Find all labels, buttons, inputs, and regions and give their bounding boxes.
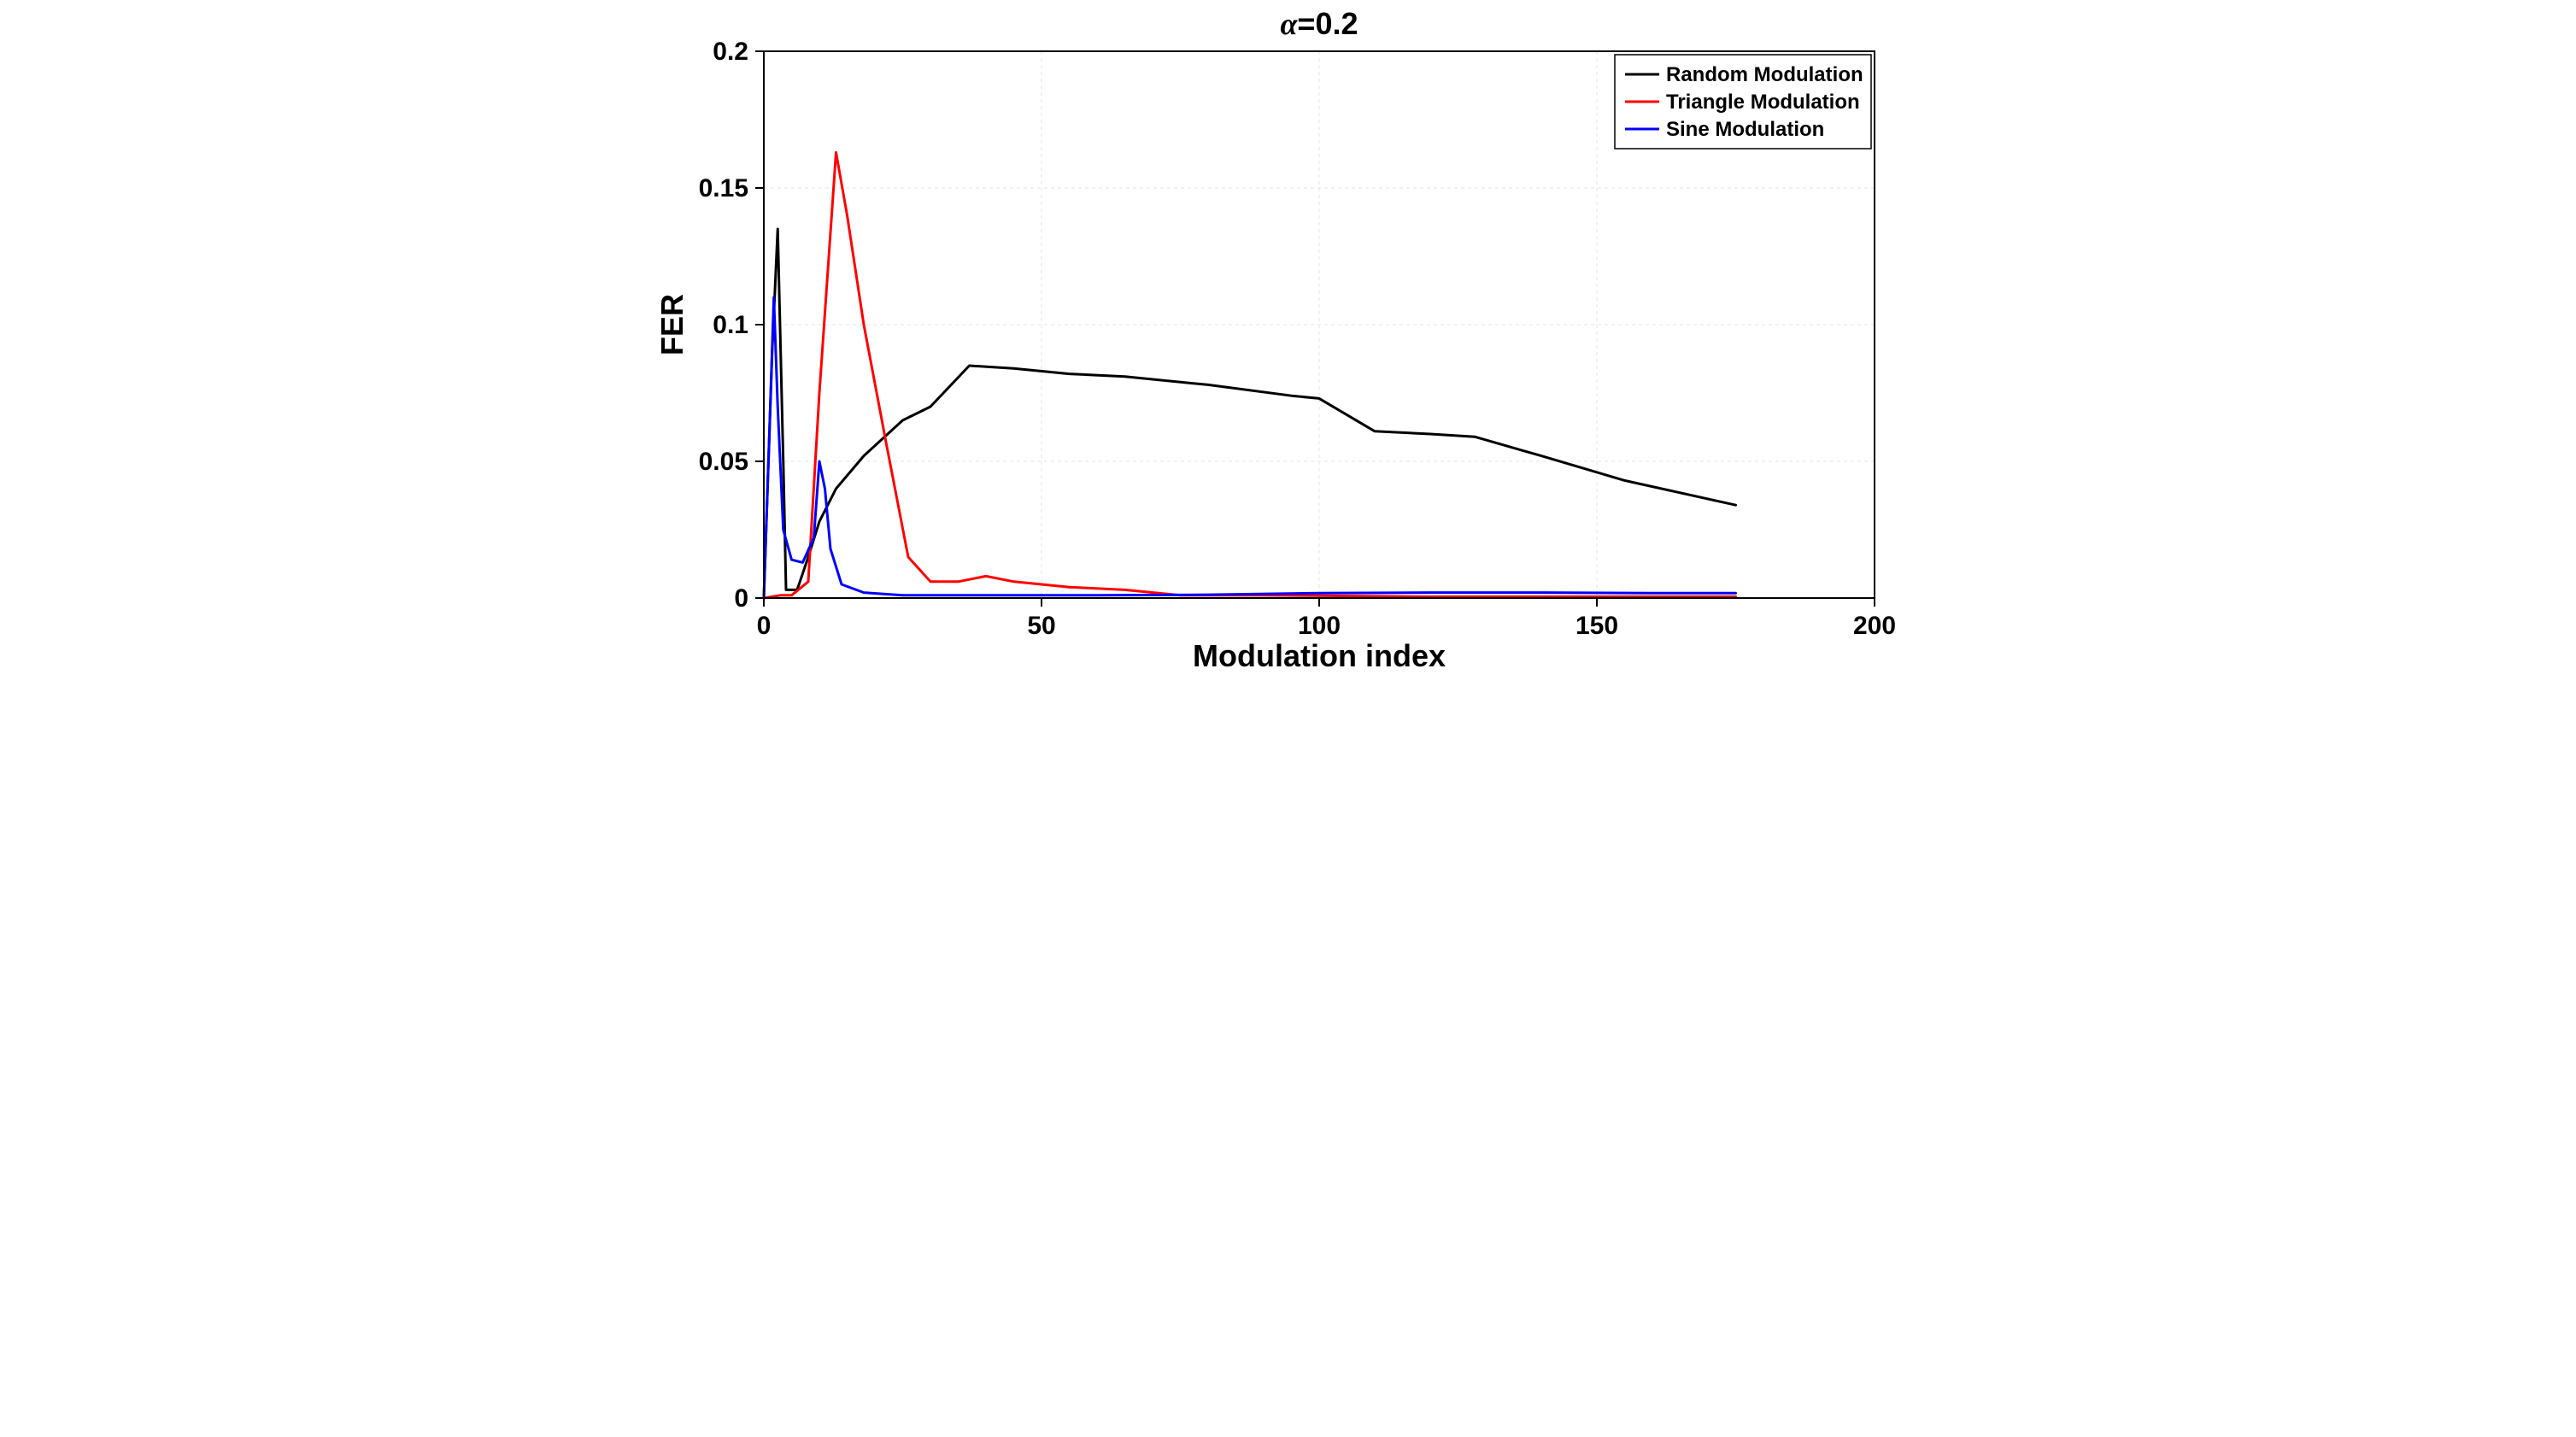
legend-label: Random Modulation: [1666, 63, 1863, 86]
chart-container: 0 50 100 150 200 0 0.05 0.1 0.15 0.2 Modulation in…: [644, 0, 1932, 718]
xtick-label: 200: [1853, 612, 1896, 640]
ytick-label: 0.2: [713, 38, 748, 66]
ytick-label: 0.05: [699, 448, 748, 476]
ytick-label: 0.15: [699, 174, 748, 202]
ytick-label: 0: [734, 584, 748, 613]
xtick-label: 50: [1027, 612, 1055, 640]
legend-label: Triangle Modulation: [1666, 91, 1860, 114]
xtick-label: 100: [1298, 612, 1341, 640]
xtick-label: 0: [757, 612, 772, 640]
ytick-label: 0.1: [713, 311, 748, 339]
chart-title: α=0.2: [1281, 6, 1358, 41]
x-axis-label: Modulation index: [1193, 638, 1446, 673]
y-axis-label: FER: [654, 294, 689, 355]
chart-svg: 0 50 100 150 200 0 0.05 0.1 0.15 0.2 Modulation in…: [644, 0, 1932, 718]
xtick-label: 150: [1576, 612, 1618, 640]
legend-label: Sine Modulation: [1666, 118, 1824, 141]
